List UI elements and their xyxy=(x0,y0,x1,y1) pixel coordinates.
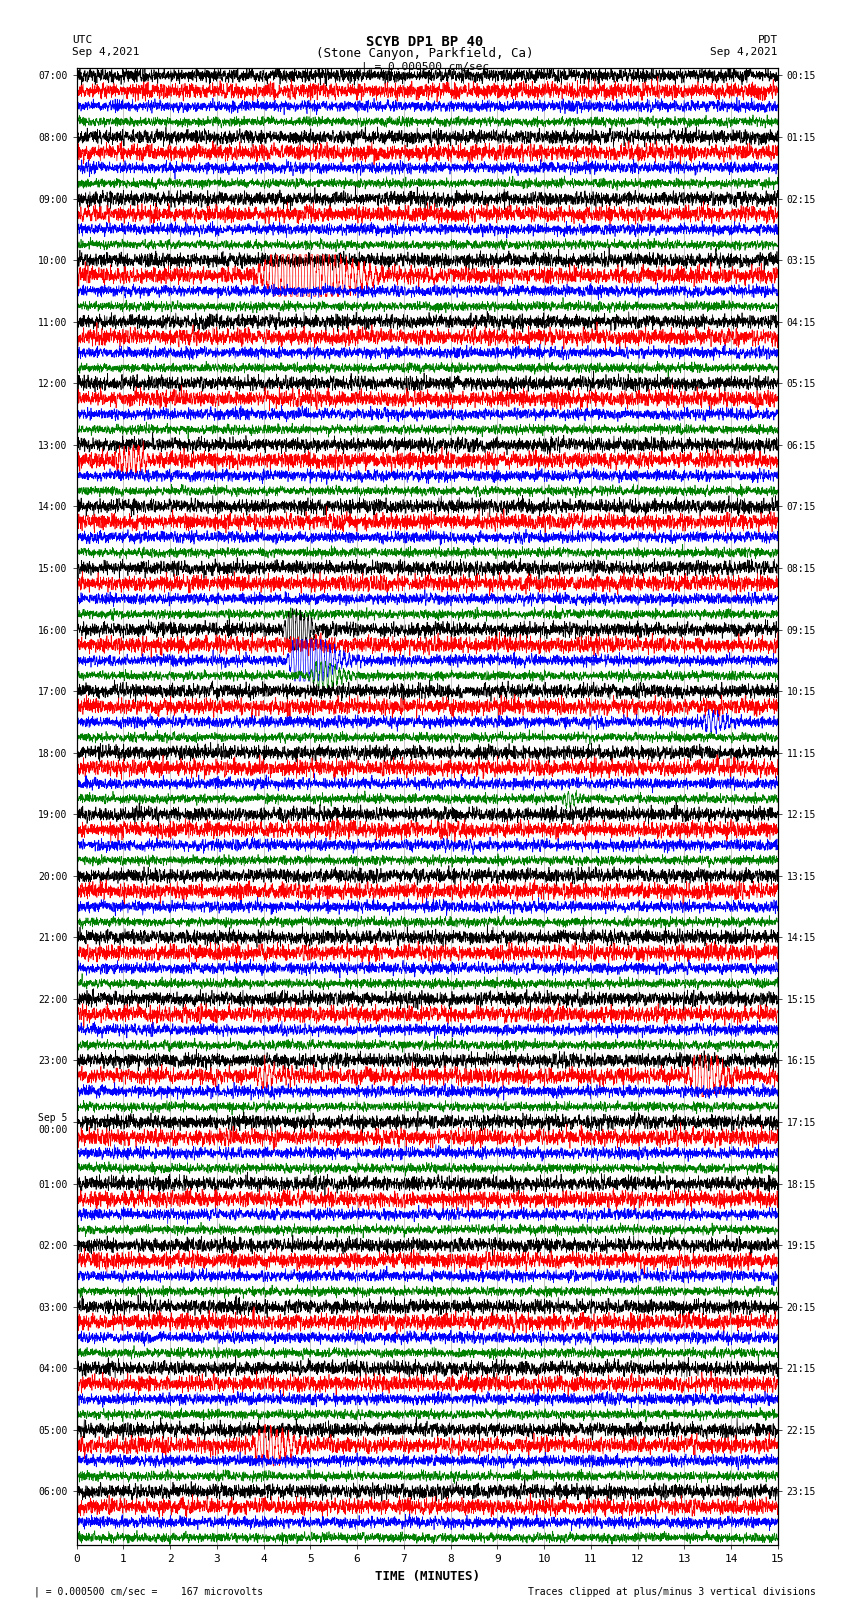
Text: | = 0.000500 cm/sec =    167 microvolts: | = 0.000500 cm/sec = 167 microvolts xyxy=(34,1586,264,1597)
Text: Sep 4,2021: Sep 4,2021 xyxy=(72,47,139,56)
Text: | = 0.000500 cm/sec: | = 0.000500 cm/sec xyxy=(361,61,489,73)
Text: PDT: PDT xyxy=(757,35,778,45)
Text: UTC: UTC xyxy=(72,35,93,45)
Text: Traces clipped at plus/minus 3 vertical divisions: Traces clipped at plus/minus 3 vertical … xyxy=(528,1587,816,1597)
X-axis label: TIME (MINUTES): TIME (MINUTES) xyxy=(375,1569,479,1582)
Text: SCYB DP1 BP 40: SCYB DP1 BP 40 xyxy=(366,35,484,50)
Text: Sep 4,2021: Sep 4,2021 xyxy=(711,47,778,56)
Text: (Stone Canyon, Parkfield, Ca): (Stone Canyon, Parkfield, Ca) xyxy=(316,47,534,60)
